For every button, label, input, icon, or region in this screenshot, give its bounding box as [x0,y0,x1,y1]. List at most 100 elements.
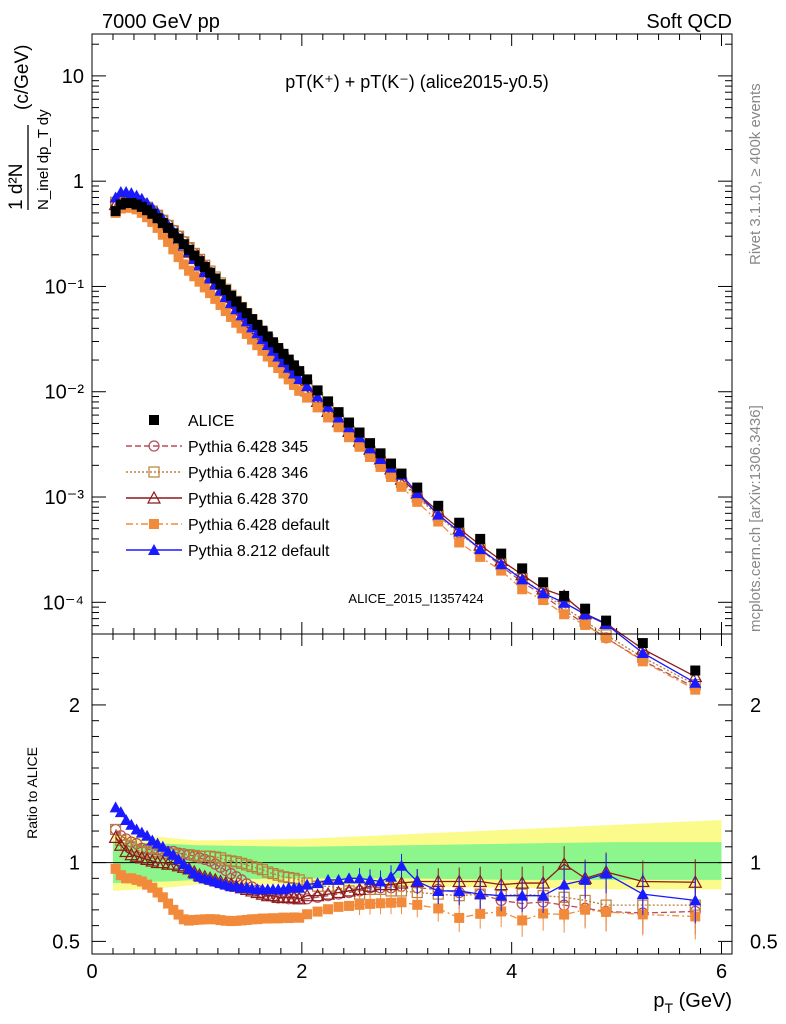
ratio-data-point [395,859,408,871]
data-point [173,233,184,244]
ratio-data-point [293,881,306,893]
data-point [236,323,247,334]
data-point [136,207,147,218]
y-tick-label: 10 [62,66,84,88]
legend-label: ALICE [188,413,234,430]
ratio-data-point [283,913,294,924]
data-point [168,228,179,239]
data-point [220,285,231,296]
ratio-y-tick-label: 0.5 [52,931,80,953]
data-point [537,587,550,599]
data-point [312,385,323,396]
rivet-label: Rivet 3.1.10, ≥ 400k events [747,83,764,265]
data-point [252,340,263,351]
data-point [690,684,701,695]
ratio-data-point [136,876,147,887]
data-point [288,379,299,390]
ratio-data-point [173,909,184,920]
data-point [516,573,529,585]
y-tick-label: 10⁻⁴ [43,592,84,614]
data-point [365,451,376,462]
ratio-data-point [384,877,399,891]
data-point [375,461,386,472]
ratio-data-point [332,873,345,885]
data-point [178,259,189,270]
ratio-data-point [199,914,210,925]
ratio-y-tick-label: 2 [69,695,80,717]
data-point [184,265,195,276]
data-point [288,360,299,371]
watermark-label: ALICE_2015_I1357424 [348,591,483,606]
data-point [215,279,226,290]
ratio-data-point [131,874,142,885]
data-point [294,366,305,377]
ratio-y-tick-label-right: 2 [750,695,761,717]
ratio-data-point [152,887,163,898]
y-axis-label: 1 d²N N_inel dp_T dy(c/GeV) [6,45,52,210]
data-point [147,216,158,227]
ratio-data-point [167,848,180,860]
legend-label: Pythia 6.428 370 [188,491,308,508]
data-point [301,380,314,392]
ratio-data-point [579,873,592,885]
ratio-data-point [333,901,344,912]
legend-marker [146,490,162,504]
x-label-p: p [653,990,664,1012]
data-point [690,665,701,676]
data-point [636,646,649,658]
ratio-data-point [537,889,550,901]
x-tick-label: 6 [716,961,727,983]
data-point [121,198,132,209]
plot-title: pT(K⁺) + pT(K⁻) (alice2015-y0.5) [285,72,549,92]
ratio-y-tick-label-right: 0.5 [750,931,778,953]
data-point [236,302,247,313]
ratio-data-point [538,908,549,919]
ratio-data-point [257,913,268,924]
data-point [312,402,323,413]
ratio-data-point [178,914,189,925]
data-point [637,656,648,667]
ratio-y-tick-label-right: 1 [750,853,761,875]
data-point [278,348,289,359]
data-point [302,392,313,403]
data-point [580,603,591,614]
data-point [205,267,216,278]
data-point [231,296,242,307]
data-point [257,345,268,356]
legend-marker [148,544,160,555]
ratio-data-point [496,906,507,917]
data-point [152,213,163,224]
ratio-data-point [352,882,367,895]
data-point [323,396,334,407]
y-tick-label: 10⁻¹ [45,276,85,298]
ratio-data-point [163,898,174,909]
ratio-data-point [365,898,376,909]
data-point [278,368,289,379]
ratio-data-point [321,886,336,900]
ratio-data-point [252,914,263,925]
ratio-data-point [300,888,315,902]
data-point [517,584,528,595]
data-point [333,407,344,418]
data-point [142,205,153,216]
ratio-data-point [601,906,612,917]
data-point [152,222,163,233]
data-point [173,252,184,263]
ratio-data-point [114,806,127,818]
ratio-data-point [177,858,190,870]
ratio-data-point [454,912,465,923]
data-point [601,632,612,643]
ratio-data-point [363,878,378,892]
ratio-frame [91,633,733,955]
ratio-data-point [157,892,168,903]
data-point [559,590,570,601]
data-point [247,314,257,325]
data-point [689,676,702,688]
main-panel: 10⁻⁴ 10⁻³ 10⁻² 10⁻¹ 1 10 1 d²N N_inel dp_T dy(c… [6,33,733,695]
ratio-data-point [113,837,128,851]
ratio-data-point [354,899,365,910]
ratio-data-point [194,914,205,925]
data-point [210,293,221,304]
x-axis-label: pT (GeV) [653,990,732,1016]
